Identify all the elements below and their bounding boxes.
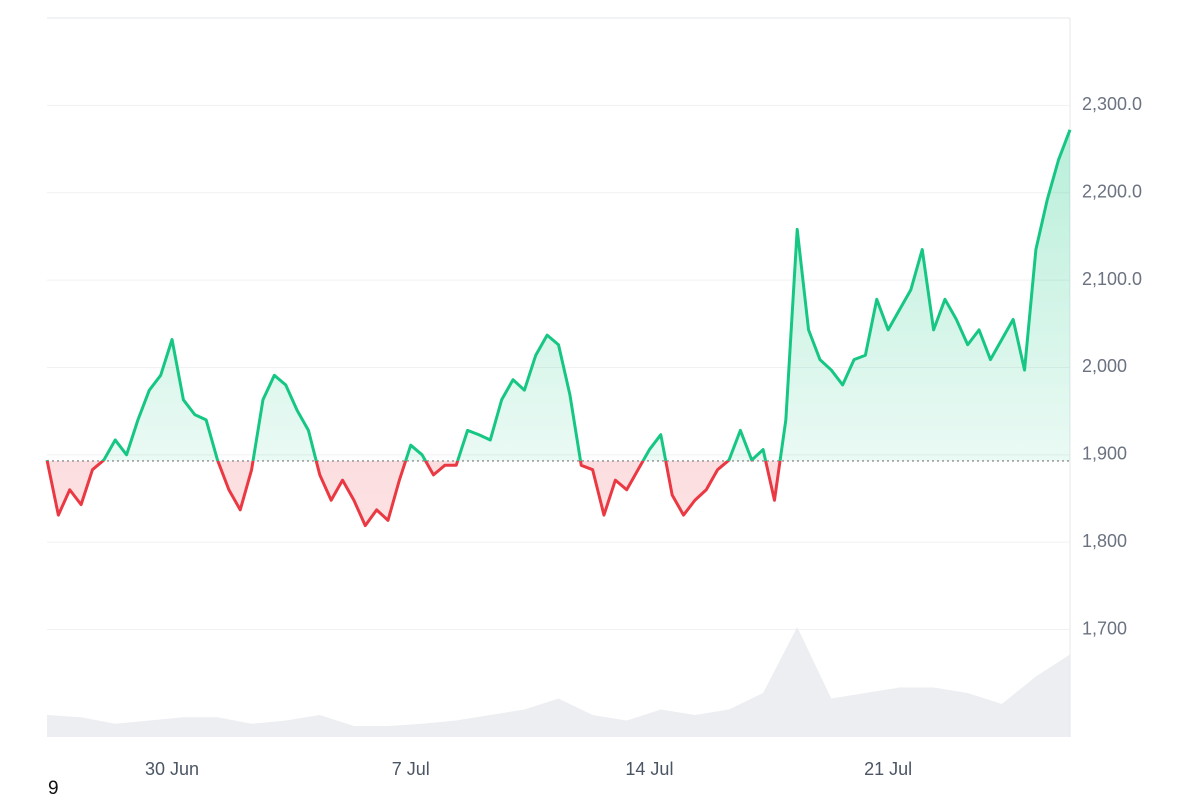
y-tick-label: 2,300.0 [1082, 94, 1142, 114]
line-up [45, 129, 1072, 461]
x-tick-label: 14 Jul [625, 759, 673, 779]
y-tick-label: 1,700 [1082, 618, 1127, 638]
y-tick-label: 2,000 [1082, 356, 1127, 376]
annotation: 9 [48, 778, 59, 799]
y-tick-label: 1,800 [1082, 531, 1127, 551]
x-tick-label: 21 Jul [864, 759, 912, 779]
y-tick-label: 2,100.0 [1082, 269, 1142, 289]
area-up [47, 129, 1070, 461]
x-tick-label: 30 Jun [145, 759, 199, 779]
x-tick-label: 7 Jul [392, 759, 430, 779]
y-tick-label: 2,200.0 [1082, 181, 1142, 201]
volume-area [47, 627, 1070, 737]
y-tick-label: 1,900 [1082, 444, 1127, 464]
